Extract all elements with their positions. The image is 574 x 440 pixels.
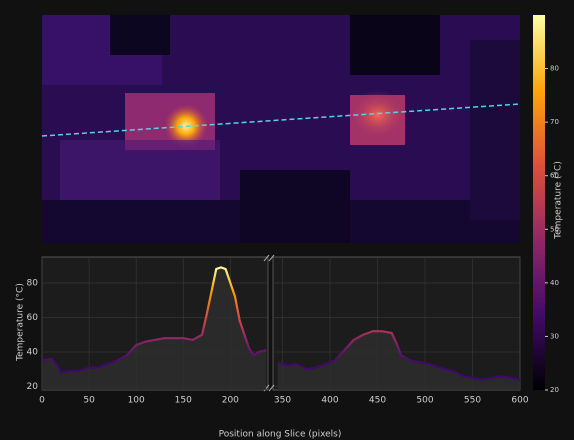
- y-tick-label: 60: [27, 313, 39, 323]
- line: [41, 266, 521, 381]
- colorbar-tick-label: 70: [550, 118, 559, 126]
- colorbar-label: Temperature (°C): [554, 161, 564, 240]
- y-tick-label: 80: [27, 278, 39, 288]
- x-tick-label: 100: [128, 396, 145, 406]
- x-tick-label: 450: [369, 396, 386, 406]
- axis-break: [268, 384, 275, 392]
- colorbar-tick-label: 30: [550, 332, 559, 340]
- x-tick-label: 400: [321, 396, 338, 406]
- x-tick-label: 500: [416, 396, 433, 406]
- x-tick-label: 0: [39, 396, 45, 406]
- colorbar-tick-label: 80: [550, 65, 559, 73]
- colorbar-tick-label: 20: [550, 386, 559, 394]
- colorbar-tick-label: 40: [550, 279, 559, 287]
- x-tick-label: 600: [511, 396, 528, 406]
- colorbar-tick-label: 60: [550, 172, 559, 180]
- axis-break: [263, 254, 270, 262]
- thermal-image: [41, 15, 521, 243]
- x-tick-label: 350: [274, 396, 291, 406]
- y-tick-label: 20: [27, 382, 39, 392]
- x-tick-label: 50: [83, 396, 95, 406]
- colorbar: [533, 15, 545, 390]
- x-tick-label: 550: [464, 396, 481, 406]
- x-axis-label: Position along Slice (pixels): [219, 430, 342, 440]
- colorbar-tick-label: 50: [550, 225, 559, 233]
- x-tick-label: 200: [222, 396, 239, 406]
- y-tick-label: 40: [27, 348, 39, 358]
- y-axis-label: Temperature (°C): [16, 283, 26, 362]
- line-area: [42, 267, 520, 390]
- x-tick-label: 150: [175, 396, 192, 406]
- axis-break: [268, 254, 275, 262]
